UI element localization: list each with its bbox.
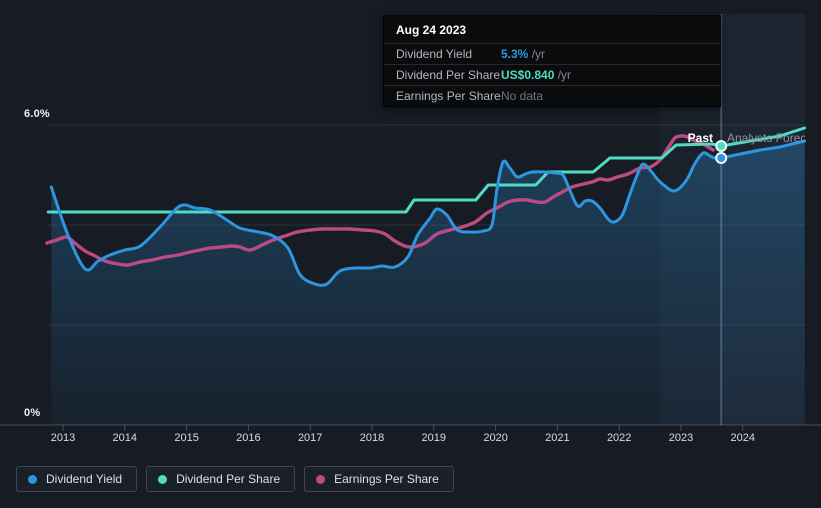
tooltip-value: 5.3% /yr <box>501 47 708 61</box>
legend-dot-dividend-per-share <box>158 474 168 484</box>
tooltip-row-earnings-per-share: Earnings Per Share No data <box>384 85 720 106</box>
value-unit: /yr <box>554 68 572 82</box>
value-unit: /yr <box>528 47 546 61</box>
legend-item-dividend-yield[interactable]: Dividend Yield <box>16 466 138 492</box>
dividend-per-share-value: US$0.840 <box>501 68 555 82</box>
chart-tooltip: Aug 24 2023 Dividend Yield 5.3% /yr Divi… <box>383 15 721 107</box>
tooltip-label: Earnings Per Share <box>396 89 501 103</box>
legend-label: Dividend Yield <box>46 472 123 486</box>
tooltip-row-dividend-yield: Dividend Yield 5.3% /yr <box>384 43 720 64</box>
y-axis-label-bottom: 0% <box>24 407 41 419</box>
legend-item-dividend-per-share[interactable]: Dividend Per Share <box>146 466 296 492</box>
y-axis-label-top: 6.0% <box>24 108 50 120</box>
chart-legend: Dividend Yield Dividend Per Share Earnin… <box>16 466 454 492</box>
dividend-yield-value: 5.3% <box>501 47 529 61</box>
earnings-per-share-value: No data <box>501 89 544 103</box>
tooltip-row-dividend-per-share: Dividend Per Share US$0.840 /yr <box>384 64 720 85</box>
legend-dot-earnings-per-share <box>316 474 326 484</box>
tooltip-date: Aug 24 2023 <box>396 23 467 37</box>
legend-label: Dividend Per Share <box>176 472 281 486</box>
tooltip-label: Dividend Yield <box>396 47 473 61</box>
analysts-forecasts-label: Analysts Forecasts <box>727 131 805 145</box>
past-label: Past <box>687 131 713 145</box>
tooltip-value: No data <box>501 89 708 103</box>
tooltip-label: Dividend Per Share <box>396 68 501 82</box>
legend-label: Earnings Per Share <box>334 472 439 486</box>
legend-item-earnings-per-share[interactable]: Earnings Per Share <box>304 466 454 492</box>
tooltip-value: US$0.840 /yr <box>501 68 708 82</box>
legend-dot-dividend-yield <box>28 474 37 484</box>
